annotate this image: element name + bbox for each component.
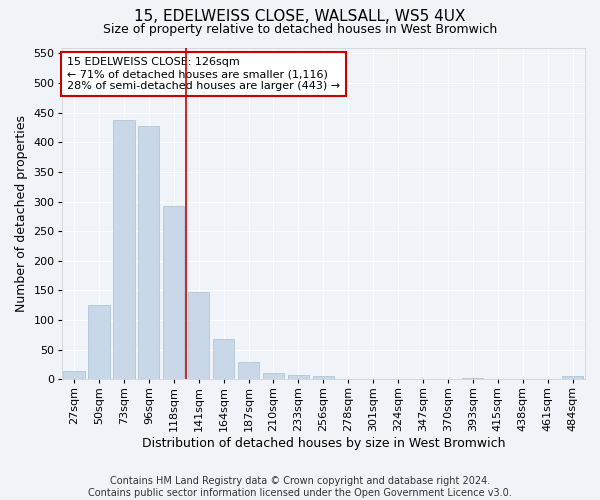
Bar xyxy=(113,120,134,380)
Bar xyxy=(138,126,160,380)
Bar xyxy=(388,379,409,380)
Bar xyxy=(213,339,234,380)
Bar xyxy=(238,362,259,380)
Bar xyxy=(163,206,184,380)
Text: 15 EDELWEISS CLOSE: 126sqm
← 71% of detached houses are smaller (1,116)
28% of s: 15 EDELWEISS CLOSE: 126sqm ← 71% of deta… xyxy=(67,58,340,90)
Bar xyxy=(188,292,209,380)
Text: 15, EDELWEISS CLOSE, WALSALL, WS5 4UX: 15, EDELWEISS CLOSE, WALSALL, WS5 4UX xyxy=(134,9,466,24)
Bar xyxy=(412,379,434,380)
Bar xyxy=(288,374,309,380)
Bar xyxy=(263,373,284,380)
Text: Size of property relative to detached houses in West Bromwich: Size of property relative to detached ho… xyxy=(103,22,497,36)
X-axis label: Distribution of detached houses by size in West Bromwich: Distribution of detached houses by size … xyxy=(142,437,505,450)
Bar xyxy=(338,379,359,380)
Bar xyxy=(362,379,384,380)
Bar xyxy=(313,376,334,380)
Bar xyxy=(462,378,484,380)
Text: Contains HM Land Registry data © Crown copyright and database right 2024.
Contai: Contains HM Land Registry data © Crown c… xyxy=(88,476,512,498)
Y-axis label: Number of detached properties: Number of detached properties xyxy=(15,115,28,312)
Bar xyxy=(88,304,110,380)
Bar xyxy=(64,371,85,380)
Bar xyxy=(562,376,583,380)
